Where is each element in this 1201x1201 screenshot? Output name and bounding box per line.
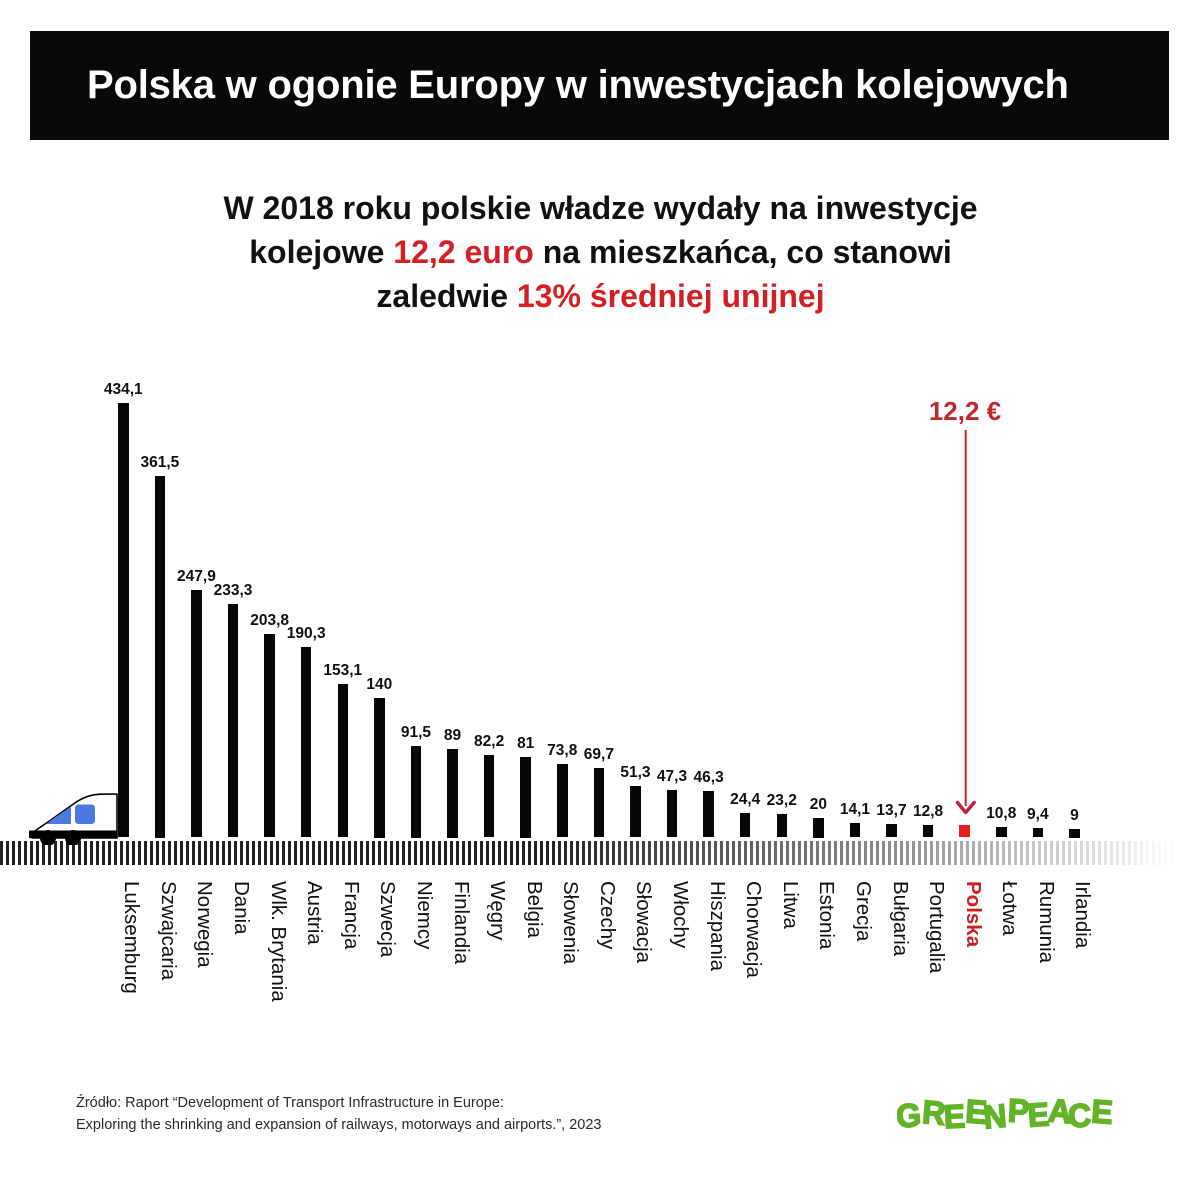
svg-text:G: G xyxy=(897,1096,922,1134)
svg-text:C: C xyxy=(1067,1097,1092,1135)
svg-text:N: N xyxy=(982,1097,1008,1135)
svg-text:E: E xyxy=(1090,1095,1114,1131)
svg-text:E: E xyxy=(943,1098,966,1135)
